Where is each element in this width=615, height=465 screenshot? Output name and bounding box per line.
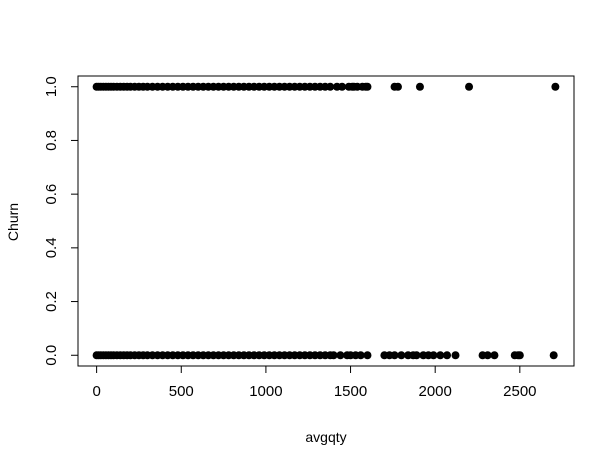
data-point	[363, 351, 372, 360]
data-point	[390, 351, 399, 360]
y-tick-label: 0.2	[43, 291, 60, 312]
data-point	[465, 82, 474, 91]
data-point	[415, 82, 424, 91]
data-point	[551, 82, 560, 91]
data-point	[356, 351, 365, 360]
data-point	[451, 351, 460, 360]
data-point	[412, 351, 421, 360]
x-tick-label: 0	[92, 383, 100, 400]
data-point	[490, 351, 499, 360]
x-tick-label: 2500	[503, 383, 536, 400]
x-tick-label: 1500	[334, 383, 367, 400]
data-point	[436, 351, 445, 360]
y-tick-label: 0.4	[43, 237, 60, 258]
data-point	[429, 351, 438, 360]
y-tick-label: 0.0	[43, 345, 60, 366]
data-point	[549, 351, 558, 360]
y-axis: 0.0 0.2 0.4 0.6 0.8 1.0	[43, 76, 79, 366]
data-point	[397, 351, 406, 360]
x-axis: 0 500 1000 1500 2000 2500	[92, 365, 537, 400]
y-tick-label: 0.8	[43, 130, 60, 151]
x-tick-label: 500	[169, 383, 194, 400]
data-point	[329, 351, 338, 360]
data-point	[393, 82, 402, 91]
data-point	[515, 351, 524, 360]
data-point	[363, 82, 372, 91]
y-tick-label: 1.0	[43, 76, 60, 97]
data-point	[326, 82, 335, 91]
x-axis-label: avgqty	[305, 429, 346, 445]
x-tick-label: 1000	[249, 383, 282, 400]
plot-frame	[77, 75, 575, 367]
y-axis-label: Churn	[5, 203, 21, 241]
y-tick-label: 0.6	[43, 184, 60, 205]
data-point	[336, 351, 345, 360]
data-point	[483, 351, 492, 360]
data-point	[443, 351, 452, 360]
data-points	[92, 82, 560, 360]
data-point	[338, 82, 347, 91]
x-tick-label: 2000	[419, 383, 452, 400]
